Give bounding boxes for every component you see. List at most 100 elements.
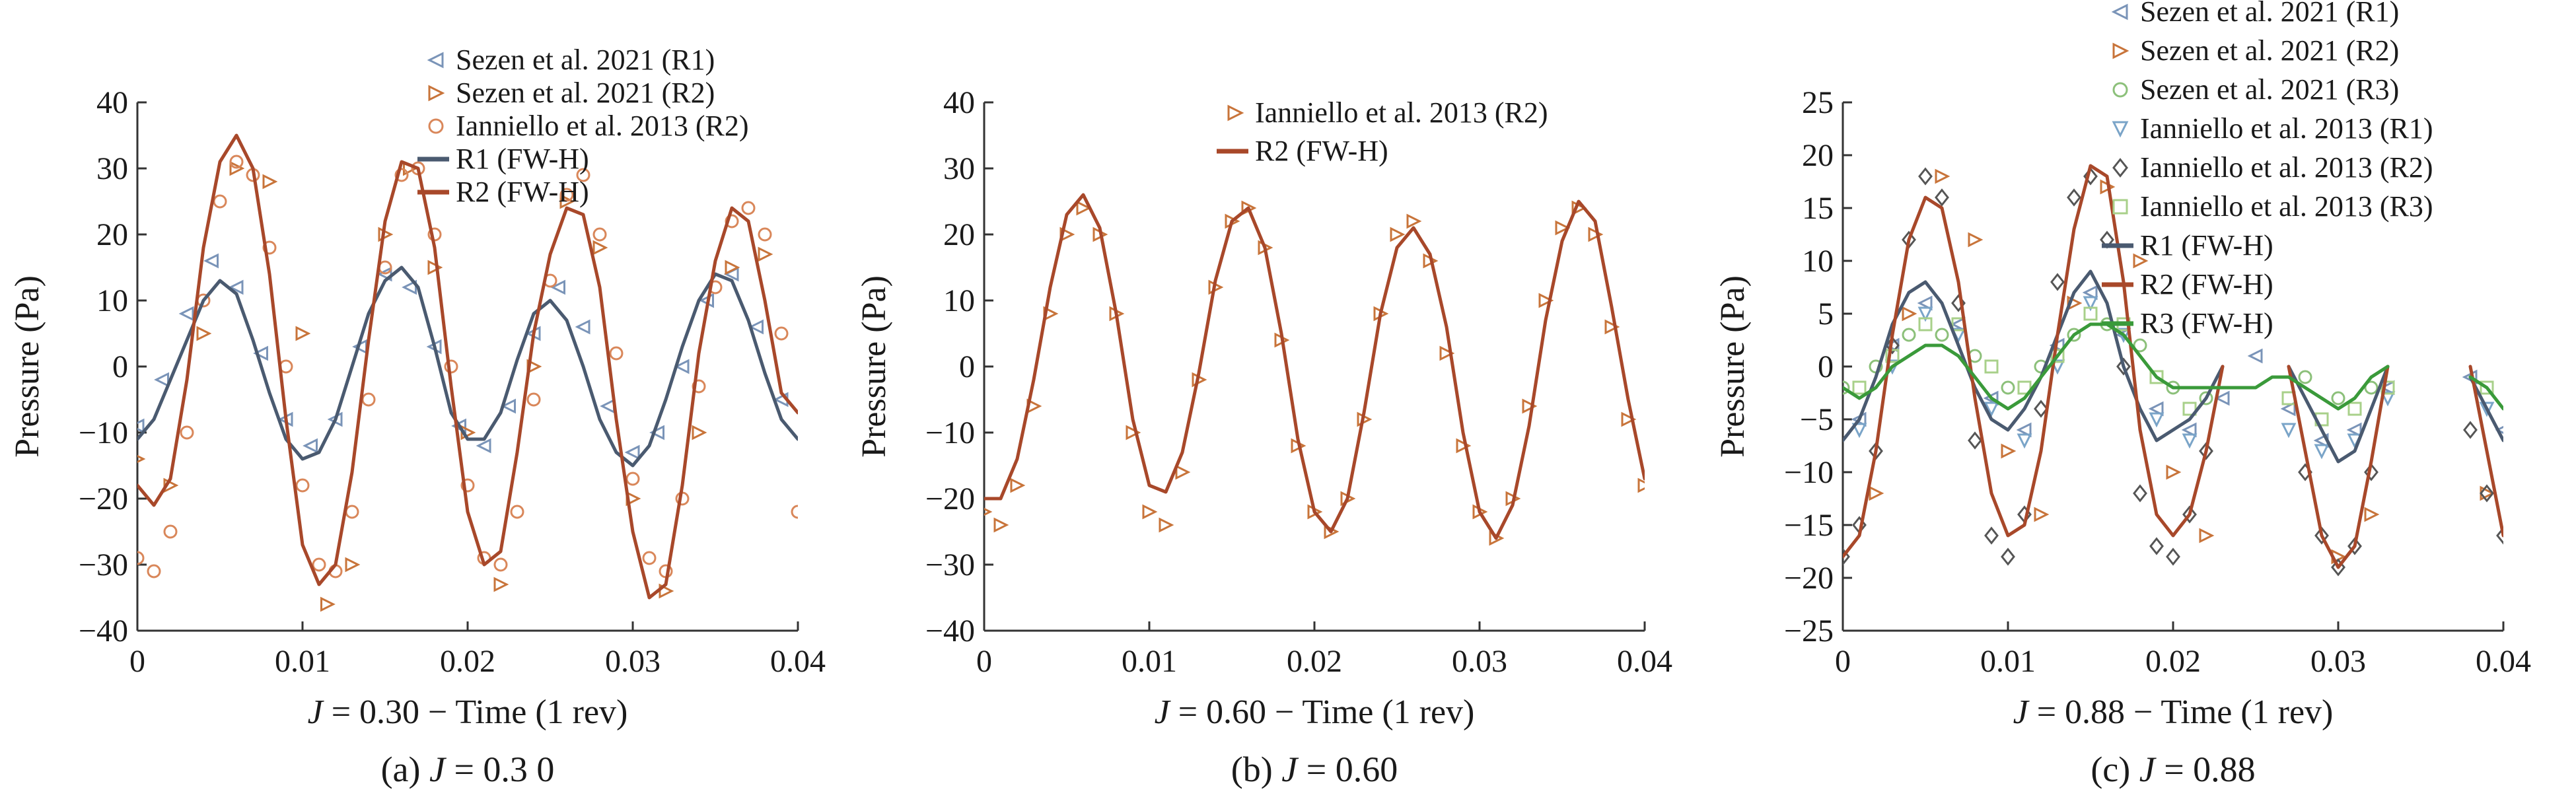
- data-point: [624, 444, 640, 460]
- data-point: [178, 306, 194, 322]
- data-point: [213, 194, 227, 209]
- y-tick-label: 40: [943, 85, 975, 120]
- data-point: [993, 517, 1009, 533]
- data-point: [1968, 232, 1984, 248]
- series-4: [137, 265, 798, 468]
- data-point: [692, 379, 706, 394]
- x-axis-label-rest: = 0.30 − Time (1 rev): [323, 693, 628, 731]
- data-point: [2380, 380, 2395, 395]
- y-tick-label: −20: [1784, 561, 1834, 596]
- data-point: [642, 551, 657, 565]
- legend-label: R2 (FW-H): [2140, 268, 2273, 300]
- data-point: [609, 346, 624, 361]
- data-point: [2034, 507, 2050, 522]
- panel-caption: (b) J = 0.60: [1231, 750, 1398, 789]
- data-point: [1902, 306, 1917, 322]
- data-point: [1984, 402, 1999, 417]
- x-tick-label: 0.02: [1287, 644, 1342, 679]
- data-point: [154, 372, 169, 388]
- data-point: [674, 359, 690, 374]
- data-point: [2083, 296, 2098, 312]
- y-tick-label: −5: [1800, 402, 1834, 437]
- series-line: [137, 133, 798, 600]
- legend-swatch-marker: [2112, 199, 2128, 215]
- legend-label: Ianniello et al. 2013 (R2): [456, 110, 749, 142]
- series-line: [1843, 164, 2503, 569]
- data-point: [2149, 370, 2164, 384]
- series-line: [137, 265, 798, 468]
- x-tick-label: 0.01: [1122, 644, 1177, 679]
- y-tick-label: −10: [925, 415, 975, 450]
- legend-swatch-marker: [2112, 158, 2128, 178]
- data-point: [228, 279, 244, 295]
- data-point: [2314, 526, 2329, 545]
- legend-label: Sezen et al. 2021 (R3): [2140, 73, 2399, 106]
- data-point: [262, 174, 278, 190]
- data-point: [1851, 423, 1867, 439]
- y-tick-label: 40: [96, 85, 128, 120]
- y-tick-label: 20: [1802, 138, 1834, 173]
- panel-caption: (c) J = 0.88: [2091, 750, 2255, 789]
- data-point: [1984, 359, 1999, 374]
- x-tick-label: 0.01: [275, 644, 330, 679]
- data-point: [2496, 526, 2503, 545]
- y-tick-label: 0: [959, 349, 975, 384]
- data-point: [559, 188, 574, 202]
- data-point: [295, 326, 311, 341]
- data-point: [2050, 349, 2065, 363]
- data-point: [1010, 477, 1026, 493]
- data-point: [1159, 517, 1174, 533]
- data-point: [229, 155, 244, 169]
- data-point: [2067, 295, 2083, 311]
- data-point: [2480, 485, 2495, 501]
- x-axis-label: J = 0.88 − Time (1 rev): [2013, 693, 2334, 731]
- series-1: [984, 200, 1645, 546]
- legend: Sezen et al. 2021 (R1) Sezen et al. 2021 …: [2102, 0, 2433, 339]
- y-tick-label: 20: [96, 217, 128, 252]
- data-point: [320, 596, 336, 612]
- legend-label: Ianniello et al. 2013 (R3): [2140, 190, 2433, 223]
- legend-swatch-marker: [428, 85, 445, 102]
- x-tick-label: 0.04: [1617, 644, 1672, 679]
- caption-prefix: (b): [1231, 750, 1281, 789]
- data-point: [229, 160, 245, 176]
- legend-label: Sezen et al. 2021 (R1): [2140, 0, 2399, 28]
- data-point: [2380, 391, 2396, 407]
- data-point: [2463, 421, 2478, 439]
- x-tick-label: 0.04: [770, 644, 826, 679]
- data-point: [2083, 306, 2098, 321]
- data-point: [725, 260, 740, 275]
- data-point: [147, 564, 161, 579]
- data-point: [2331, 391, 2345, 405]
- panel-caption: (a) J = 0.3 0: [381, 750, 555, 789]
- data-point: [1852, 380, 1867, 395]
- x-tick-label: 0.02: [440, 644, 495, 679]
- data-point: [203, 253, 219, 269]
- caption-var: J: [2139, 750, 2157, 789]
- legend-swatch-marker: [2111, 3, 2128, 20]
- legend-label: Sezen et al. 2021 (R2): [456, 77, 715, 109]
- y-tick-label: 0: [112, 349, 128, 384]
- x-axis-label-var: J: [1155, 693, 1172, 731]
- series-2: [984, 193, 1645, 540]
- data-point: [1935, 188, 1949, 207]
- series-line: [1843, 322, 2503, 411]
- data-point: [1439, 345, 1455, 361]
- data-point: [2017, 433, 2032, 449]
- data-point: [1406, 213, 1422, 229]
- data-point: [1984, 526, 1999, 545]
- data-point: [2199, 442, 2213, 460]
- series-9: [1843, 322, 2503, 411]
- data-point: [592, 240, 608, 256]
- data-point: [137, 418, 145, 434]
- x-tick-label: 0.03: [605, 644, 661, 679]
- data-point: [312, 557, 326, 572]
- data-point: [2017, 380, 2032, 395]
- data-point: [493, 557, 508, 572]
- data-point: [2364, 507, 2380, 522]
- data-point: [196, 326, 212, 341]
- y-tick-label: 5: [1818, 297, 1834, 332]
- data-point: [2067, 328, 2081, 342]
- data-point: [476, 438, 491, 454]
